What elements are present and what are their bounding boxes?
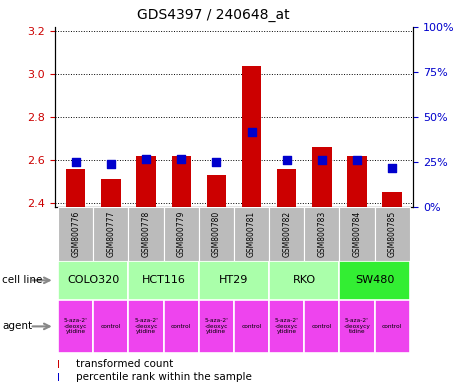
Bar [101,179,121,207]
Text: 5-aza-2'
-deoxyc
ytidine: 5-aza-2' -deoxyc ytidine [134,318,158,334]
Point [318,157,326,164]
Bar [242,66,261,207]
Text: GSM800778: GSM800778 [142,211,151,257]
Bar [128,261,199,300]
Bar [340,261,410,300]
Text: 5-aza-2'
-deoxyc
ytidine: 5-aza-2' -deoxyc ytidine [275,318,299,334]
Text: cell line: cell line [2,275,43,285]
Text: HCT116: HCT116 [142,275,186,285]
Text: COLO320: COLO320 [67,275,119,285]
Point [177,156,185,162]
Text: GSM800779: GSM800779 [177,211,186,257]
Bar [277,169,296,207]
Bar [269,207,304,261]
Text: RKO: RKO [293,275,316,285]
Bar [340,207,375,261]
Bar [340,300,375,353]
Point [212,159,220,165]
Bar [207,175,226,207]
Bar [304,207,340,261]
Point [248,129,256,135]
Bar [375,207,410,261]
Text: control: control [241,324,262,329]
Text: GSM800776: GSM800776 [71,211,80,257]
Text: GSM800784: GSM800784 [352,211,361,257]
Text: transformed count: transformed count [76,359,173,369]
Text: 5-aza-2'
-deoxyc
ytidine: 5-aza-2' -deoxyc ytidine [204,318,228,334]
Bar [128,300,163,353]
Bar [347,156,367,207]
Bar [304,300,340,353]
Bar [163,207,199,261]
Bar [93,300,128,353]
Bar [199,207,234,261]
Bar [234,207,269,261]
Bar [163,300,199,353]
Text: GSM800782: GSM800782 [282,211,291,257]
Text: percentile rank within the sample: percentile rank within the sample [76,372,252,382]
Bar [128,207,163,261]
Bar [269,261,340,300]
Text: control: control [312,324,332,329]
Bar [199,300,234,353]
Point [283,157,291,164]
Point [353,157,361,164]
Bar [93,207,128,261]
Text: 5-aza-2'
-deoxycy
tidine: 5-aza-2' -deoxycy tidine [343,318,371,334]
Text: GSM800777: GSM800777 [106,211,115,257]
Text: agent: agent [2,321,32,331]
Bar [58,261,128,300]
Bar [136,156,156,207]
Text: 5-aza-2'
-deoxyc
ytidine: 5-aza-2' -deoxyc ytidine [64,318,88,334]
Bar [269,300,304,353]
Text: control: control [171,324,191,329]
Bar [382,192,402,207]
Text: control: control [382,324,402,329]
Bar [58,207,93,261]
Text: GSM800785: GSM800785 [388,211,397,257]
Text: control: control [101,324,121,329]
Bar [312,147,332,207]
Text: SW480: SW480 [355,275,394,285]
Point [107,161,114,167]
Bar [375,300,410,353]
Text: GDS4397 / 240648_at: GDS4397 / 240648_at [137,8,290,22]
Bar [66,169,86,207]
Bar [234,300,269,353]
Bar [58,360,59,368]
Bar [58,373,59,381]
Bar [199,261,269,300]
Point [142,156,150,162]
Text: GSM800781: GSM800781 [247,211,256,257]
Bar [58,300,93,353]
Text: HT29: HT29 [219,275,248,285]
Point [389,165,396,171]
Text: GSM800783: GSM800783 [317,211,326,257]
Text: GSM800780: GSM800780 [212,211,221,257]
Point [72,159,79,165]
Bar [171,156,191,207]
